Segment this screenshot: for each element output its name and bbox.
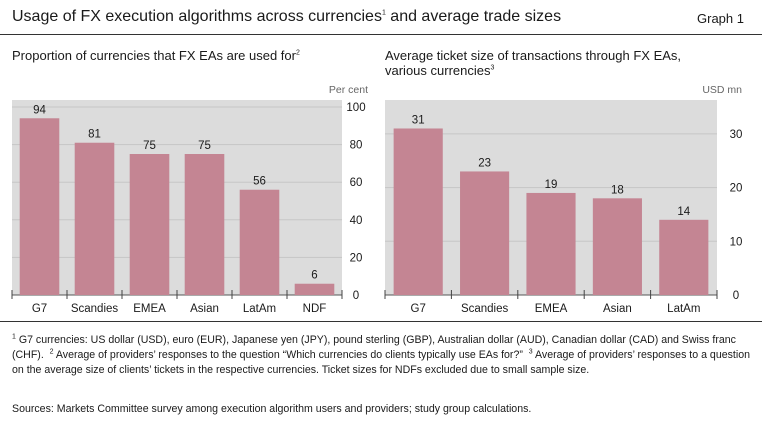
- left-bar: [19, 118, 60, 295]
- right-data-label: 19: [545, 179, 558, 191]
- right-y-tick-label: 10: [730, 236, 743, 248]
- left-bar: [294, 283, 335, 295]
- sources-note: Sources: Markets Committee survey among …: [12, 403, 532, 415]
- right-category-label: EMEA: [535, 303, 568, 315]
- left-y-tick-label: 0: [353, 290, 359, 302]
- left-data-label: 94: [33, 104, 46, 116]
- bottom-rule: [0, 321, 762, 322]
- right-data-label: 18: [611, 184, 624, 196]
- left-panel-title: Proportion of currencies that FX EAs are…: [12, 48, 300, 63]
- left-category-label: EMEA: [133, 303, 166, 315]
- left-y-tick-label: 100: [346, 102, 365, 114]
- left-data-label: 6: [311, 270, 317, 282]
- right-bar: [592, 198, 642, 295]
- right-category-label: Scandies: [461, 303, 509, 315]
- left-bar-chart: 0 20 40 60 80 100 94 G7 81 Scandies 75 EMEA 75 Asian 5…: [11, 100, 366, 315]
- right-y-tick-label: 0: [733, 290, 739, 302]
- right-data-label: 31: [412, 114, 425, 126]
- right-bar-chart: 0 10 20 30 31 G7 23 Scandies 19 EMEA 18 Asian 14 LatA…: [384, 100, 743, 315]
- right-y-tick-label: 20: [730, 183, 743, 195]
- right-bar: [460, 171, 510, 295]
- right-y-tick-label: 30: [730, 129, 743, 141]
- left-category-label: Asian: [190, 303, 219, 315]
- left-category-label: LatAm: [243, 303, 276, 315]
- right-category-label: G7: [411, 303, 426, 315]
- left-bar: [74, 142, 115, 295]
- left-bar: [129, 154, 170, 295]
- left-category-label: NDF: [303, 303, 327, 315]
- left-category-label: Scandies: [71, 303, 119, 315]
- left-data-label: 81: [88, 129, 101, 141]
- left-bar: [239, 189, 280, 295]
- right-category-label: Asian: [603, 303, 632, 315]
- graph-title: Usage of FX execution algorithms across …: [12, 8, 562, 25]
- footnotes: 1 G7 currencies: US dollar (USD), euro (…: [12, 333, 750, 376]
- left-plot-area: [12, 100, 342, 295]
- left-data-label: 75: [198, 140, 211, 152]
- left-y-tick-label: 20: [350, 252, 363, 264]
- left-y-tick-label: 40: [350, 215, 363, 227]
- left-bar: [184, 154, 225, 295]
- top-rule: [0, 34, 762, 35]
- left-y-tick-label: 80: [350, 140, 363, 152]
- graph-number: Graph 1: [697, 11, 744, 26]
- right-bar: [393, 128, 443, 295]
- left-data-label: 75: [143, 140, 156, 152]
- right-data-label: 14: [677, 206, 690, 218]
- left-category-label: G7: [32, 303, 47, 315]
- right-unit-label: USD mn: [702, 84, 742, 96]
- right-data-label: 23: [478, 157, 491, 169]
- right-bar: [526, 192, 576, 295]
- left-unit-label: Per cent: [328, 84, 368, 96]
- right-panel-title: Average ticket size of transactions thro…: [385, 48, 682, 78]
- right-bar: [659, 219, 709, 295]
- left-y-tick-label: 60: [350, 177, 363, 189]
- right-category-label: LatAm: [667, 303, 700, 315]
- left-data-label: 56: [253, 176, 266, 188]
